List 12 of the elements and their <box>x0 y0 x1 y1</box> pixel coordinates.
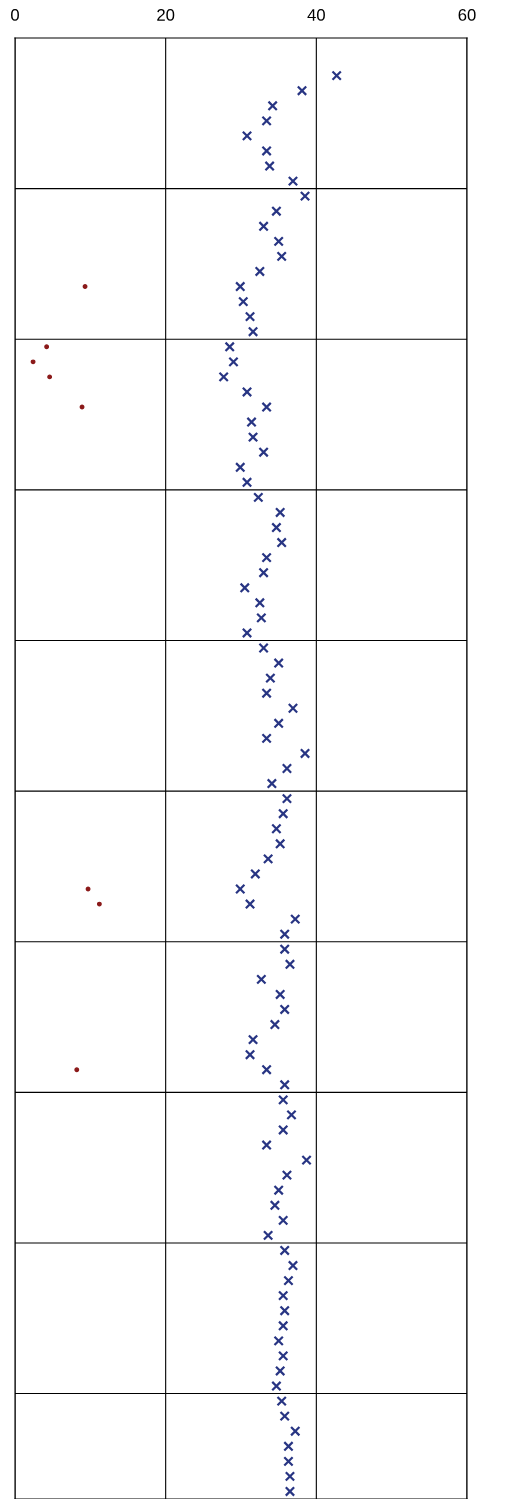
point <box>74 1067 80 1073</box>
x-tick-label: 40 <box>307 9 325 21</box>
x-tick-label: 20 <box>157 9 175 21</box>
point <box>30 359 36 365</box>
point <box>96 901 102 907</box>
point <box>85 886 91 892</box>
point <box>47 374 53 380</box>
x-tick-label: 0 <box>11 9 19 21</box>
point <box>79 404 85 410</box>
point <box>82 284 88 289</box>
point <box>44 344 50 350</box>
x-tick-label: 60 <box>458 9 476 21</box>
